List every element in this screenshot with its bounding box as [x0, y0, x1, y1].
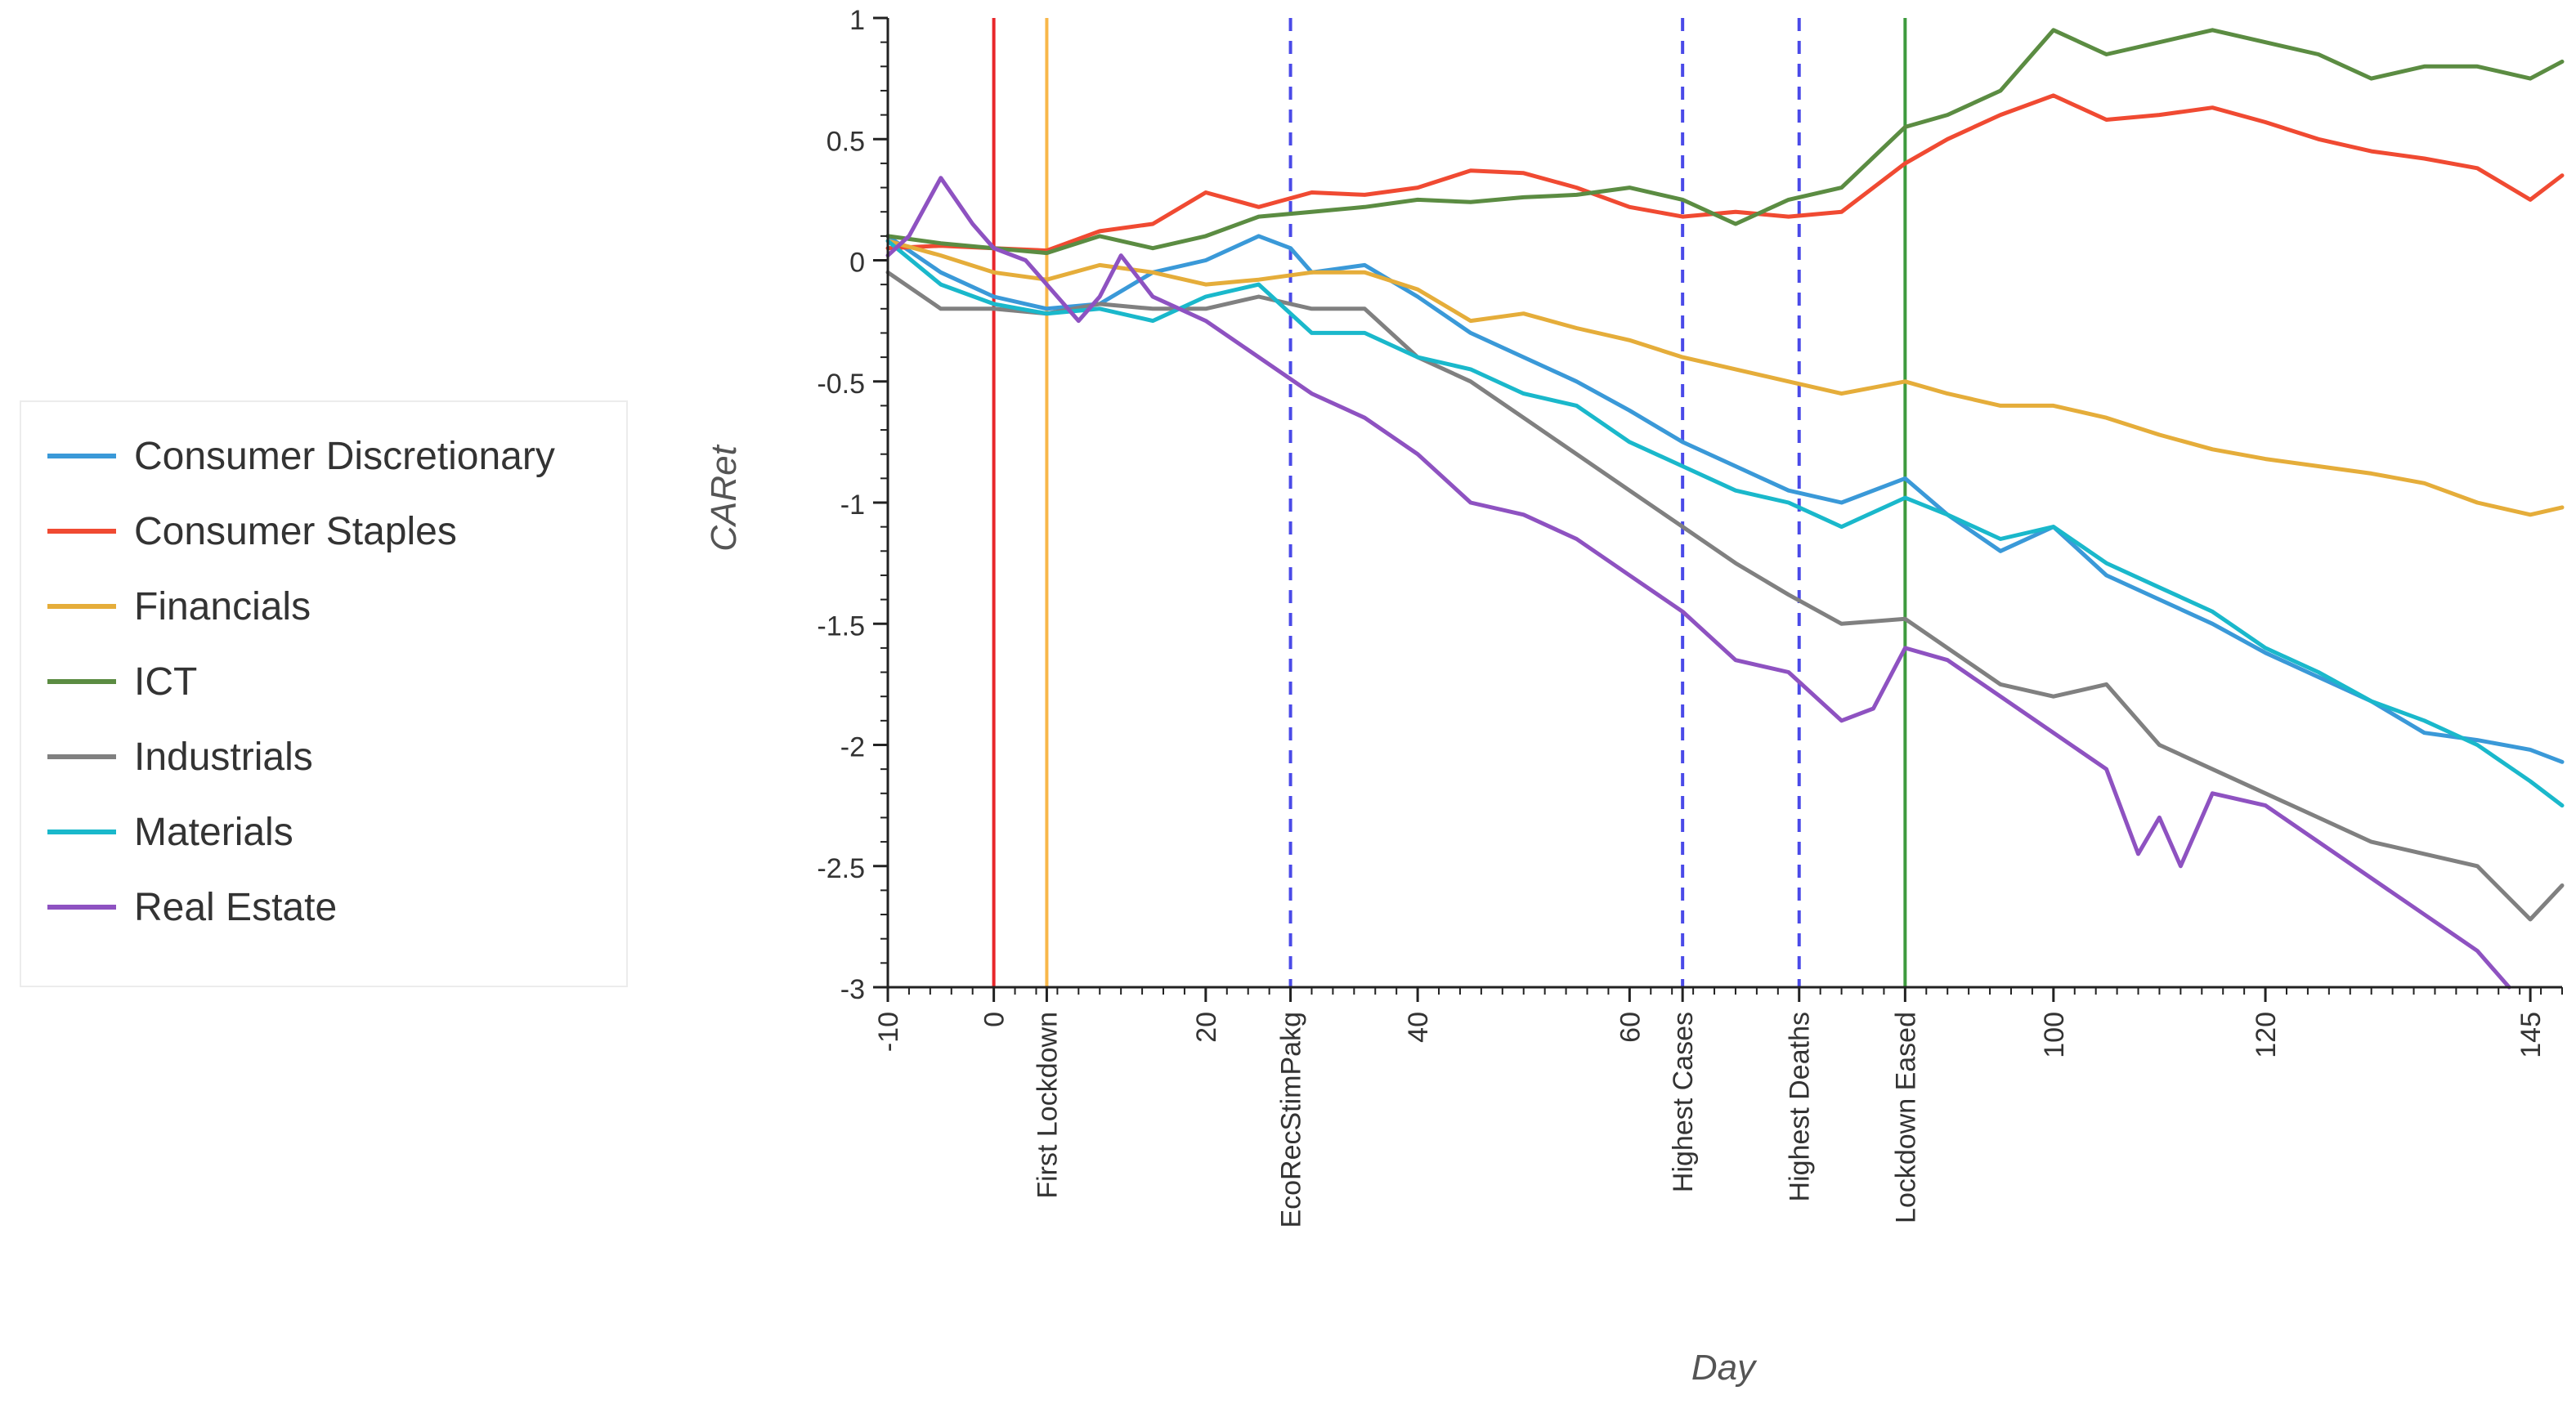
series-lines-layer — [885, 28, 2565, 990]
legend-item-materials[interactable]: Materials — [47, 809, 293, 855]
event-label: Highest Cases — [1668, 1012, 1699, 1192]
series-line-real-estate — [885, 176, 2511, 990]
legend-item-industrials[interactable]: Industrials — [47, 734, 313, 780]
event-label: EcoRecStimPakg — [1276, 1012, 1307, 1228]
legend-label: Real Estate — [134, 885, 338, 929]
x-tick-label: 100 — [2039, 1012, 2070, 1058]
series-line-ict — [885, 28, 2565, 256]
y-axis-label: CARet — [704, 444, 744, 551]
legend-swatch — [47, 604, 116, 609]
legend: Consumer Discretionary Consumer Staples Fi… — [20, 400, 628, 987]
legend-label: Industrials — [134, 735, 313, 779]
y-tick-label: 0.5 — [827, 126, 865, 157]
axes-layer: 1 0.5 0 -0.5 -1 -1.5 -2 -2.5 -3 -10 0 20 40 60 100 120 1… — [817, 5, 2563, 1228]
x-tick-label: 0 — [979, 1012, 1010, 1027]
legend-swatch — [47, 754, 116, 759]
event-lines-layer — [992, 18, 1907, 987]
y-tick-label: 0 — [849, 248, 865, 279]
legend-item-real-estate[interactable]: Real Estate — [47, 884, 337, 930]
legend-item-ict[interactable]: ICT — [47, 659, 197, 704]
y-tick-label: -0.5 — [817, 369, 865, 400]
y-tick-label: -1 — [840, 490, 865, 521]
legend-item-financials[interactable]: Financials — [47, 584, 311, 629]
y-tick-label: -1.5 — [817, 610, 865, 642]
x-tick-label: -10 — [873, 1012, 904, 1052]
legend-label: ICT — [134, 660, 198, 704]
legend-item-consumer-discretionary[interactable]: Consumer Discretionary — [47, 433, 555, 479]
legend-swatch — [47, 679, 116, 684]
x-tick-label: 120 — [2251, 1012, 2282, 1058]
legend-label: Consumer Staples — [134, 509, 457, 553]
x-tick-label: 60 — [1615, 1012, 1646, 1043]
x-tick-label: 40 — [1403, 1012, 1434, 1043]
series-line-consumer-discretionary — [885, 234, 2565, 764]
series-line-consumer-staples — [885, 93, 2565, 253]
x-axis-label: Day — [1691, 1348, 1758, 1388]
legend-swatch — [47, 454, 116, 458]
event-label: Lockdown Eased — [1890, 1012, 1921, 1223]
x-tick-label: 145 — [2516, 1012, 2547, 1058]
legend-swatch — [47, 905, 116, 910]
y-tick-label: -2.5 — [817, 853, 865, 884]
event-label: First Lockdown — [1032, 1012, 1063, 1199]
event-label: Highest Deaths — [1785, 1012, 1816, 1201]
legend-item-consumer-staples[interactable]: Consumer Staples — [47, 508, 457, 554]
series-line-financials — [885, 239, 2565, 517]
legend-label: Consumer Discretionary — [134, 434, 555, 478]
series-line-materials — [885, 239, 2565, 808]
x-tick-label: 20 — [1191, 1012, 1222, 1043]
legend-label: Financials — [134, 584, 311, 628]
y-tick-label: -2 — [840, 732, 865, 763]
legend-label: Materials — [134, 810, 293, 854]
series-line-industrials — [885, 270, 2565, 922]
legend-swatch — [47, 830, 116, 834]
y-tick-label: 1 — [849, 5, 865, 36]
legend-swatch — [47, 529, 116, 534]
y-tick-label: -3 — [840, 974, 865, 1005]
